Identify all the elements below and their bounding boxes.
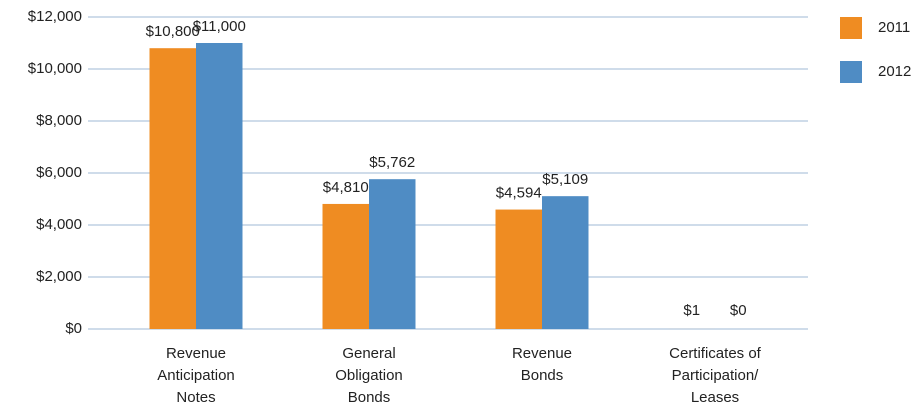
y-tick-label: $8,000: [36, 112, 82, 129]
bar: [369, 179, 416, 329]
x-tick-label: Revenue: [512, 345, 572, 362]
x-tick-label: Participation/: [672, 367, 760, 384]
x-tick-label: General: [342, 345, 395, 362]
y-tick-label: $12,000: [28, 8, 82, 25]
legend-label: 2011: [878, 19, 910, 36]
bar: [149, 48, 196, 329]
x-tick-label: Bonds: [348, 389, 391, 406]
x-tick-label: Notes: [176, 389, 215, 406]
y-tick-label: $2,000: [36, 268, 82, 285]
legend-label: 2012: [878, 63, 911, 80]
bar: [196, 43, 243, 329]
y-tick-label: $6,000: [36, 164, 82, 181]
bar: [495, 209, 542, 329]
value-label: $11,000: [193, 18, 246, 35]
value-label: $10,800: [146, 23, 200, 40]
y-tick-label: $0: [65, 320, 82, 337]
value-label: $1: [683, 302, 700, 319]
x-tick-label: Bonds: [521, 367, 564, 384]
value-label: $4,594: [496, 185, 542, 202]
x-tick-label: Anticipation: [157, 367, 235, 384]
x-tick-label: Leases: [691, 389, 739, 406]
value-label: $5,762: [369, 154, 415, 171]
legend-swatch: [840, 61, 862, 83]
value-label: $5,109: [542, 171, 588, 188]
bar: [542, 196, 589, 329]
value-label: $0: [730, 302, 747, 319]
x-tick-label: Certificates of: [669, 345, 762, 362]
bar: [322, 203, 369, 329]
value-label: $4,810: [323, 179, 369, 196]
x-tick-label: Obligation: [335, 367, 403, 384]
x-tick-label: Revenue: [166, 345, 226, 362]
y-tick-label: $4,000: [36, 216, 82, 233]
y-tick-label: $10,000: [28, 60, 82, 77]
legend-swatch: [840, 17, 862, 39]
